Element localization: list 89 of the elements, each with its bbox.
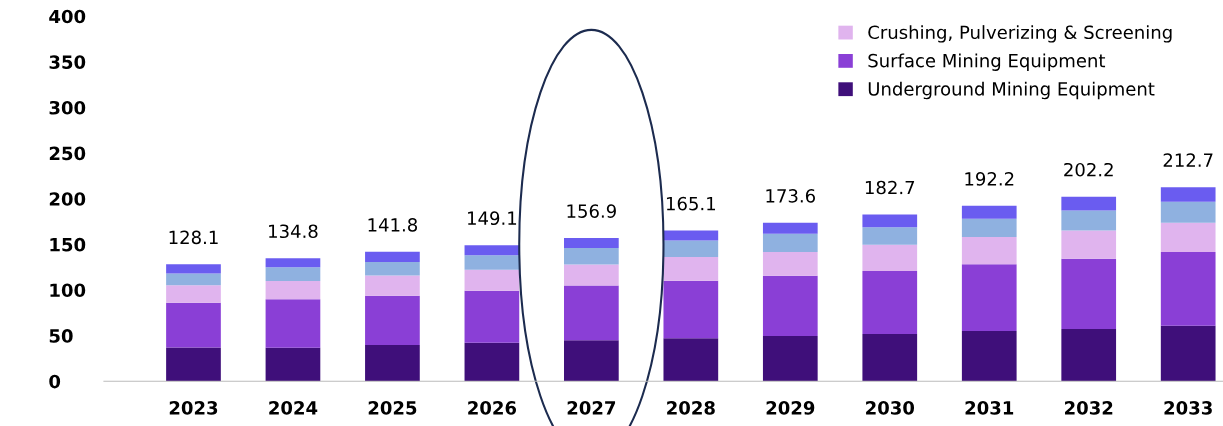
y-tick-label: 250 [49,146,86,161]
bar [762,336,818,382]
bar [961,218,1017,237]
bar [265,258,321,268]
bar [1160,201,1216,223]
bar [862,227,918,245]
bar [1061,210,1117,231]
bar [265,299,321,348]
y-tick-label: 300 [49,100,86,115]
x-tick-label: 2023 [169,401,218,415]
y-tick-label: 350 [49,55,86,69]
legend-label: Surface Mining Equipment [868,53,1106,71]
bar [961,236,1017,265]
y-tick-label: 0 [49,374,61,389]
bar [265,281,321,300]
bar [663,257,719,281]
bar [166,302,221,348]
total-label: 134.8 [269,224,318,239]
bar [862,214,918,228]
bar [1061,196,1117,211]
bar [166,347,221,382]
y-tick-label: 150 [50,237,86,252]
bar [1160,222,1216,252]
x-tick-label: 2025 [368,401,417,415]
bar [663,230,719,241]
bar [365,344,420,382]
total-label: 156.9 [567,204,616,218]
bar [1160,325,1216,382]
x-tick-label: 2024 [269,401,318,415]
x-tick-label: 2027 [567,401,616,415]
bar [961,330,1017,382]
bar [464,245,520,256]
total-label: 182.7 [865,180,915,195]
y-tick-label: 100 [50,283,86,298]
bar [365,261,420,276]
bar [762,275,818,336]
legend-label: Underground Mining Equipment [868,81,1155,100]
bar [265,267,321,282]
bar [663,338,719,382]
total-label: 165.1 [666,196,716,211]
x-tick-label: 2032 [1065,401,1113,415]
bar [564,264,619,286]
bar [564,340,619,382]
y-tick-label: 200 [49,192,86,206]
bar [1061,329,1117,382]
bar [464,342,520,382]
bar [1160,251,1216,326]
bar [564,285,619,341]
legend-label: Crushing, Pulverizing & Screening [868,25,1172,43]
total-label: 202.2 [1064,162,1113,177]
total-label: 149.1 [468,211,517,226]
bar [762,233,818,253]
total-label: 128.1 [169,230,218,245]
bar [1061,230,1117,259]
bar [1160,187,1216,202]
x-tick-label: 2030 [866,401,915,415]
bar [862,334,918,382]
bar [961,264,1017,331]
bar [166,273,221,286]
bar [961,205,1017,219]
bar [862,271,918,335]
total-label: 192.2 [965,172,1014,186]
y-tick-label: 50 [49,329,73,343]
y-tick-label: 400 [49,9,86,24]
x-tick-label: 2026 [468,401,517,415]
bar [464,269,520,291]
bar [564,238,619,249]
bar [762,252,818,276]
bar [663,240,719,258]
bar [762,222,818,234]
bar [663,280,719,339]
bar [265,347,321,382]
x-tick-label: 2028 [667,401,715,415]
total-label: 212.7 [1163,153,1213,167]
bar [464,255,520,270]
bar [365,295,420,345]
x-tick-label: 2029 [766,401,815,415]
bar [564,248,619,265]
bar [862,244,918,272]
x-tick-label: 2033 [1164,401,1212,415]
bar [166,285,221,303]
bar [1061,258,1117,330]
bar [166,264,221,274]
x-tick-label: 2031 [965,401,1014,415]
bar [464,290,520,343]
bar [365,275,420,296]
total-label: 173.6 [766,189,816,203]
total-label: 141.8 [368,218,418,232]
bar [365,251,420,262]
